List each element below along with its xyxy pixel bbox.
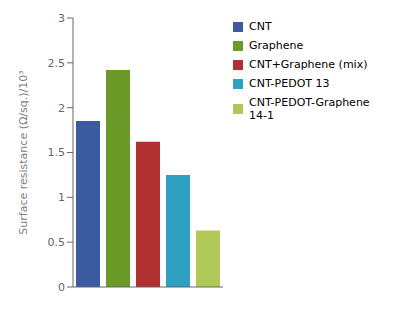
svg-text:2.5: 2.5 — [48, 57, 66, 70]
svg-text:0: 0 — [58, 281, 65, 294]
svg-text:1: 1 — [58, 191, 65, 204]
html-text:Graphene: Graphene — [249, 39, 304, 52]
svg-text:3: 3 — [58, 12, 65, 25]
svg-text:Surface resistance (Ω/sq.)/10³: Surface resistance (Ω/sq.)/10³ — [17, 70, 30, 234]
html-text:CNT-PEDOT 13: CNT-PEDOT 13 — [249, 77, 330, 90]
html-text:CNT: CNT — [249, 20, 272, 33]
svg-text:0.5: 0.5 — [48, 236, 66, 249]
html-text:CNT+Graphene (mix): CNT+Graphene (mix) — [249, 58, 368, 71]
svg-text:2: 2 — [58, 102, 65, 115]
svg-text:1.5: 1.5 — [48, 146, 66, 159]
html-text:CNT-PEDOT-Graphene 14-1: CNT-PEDOT-Graphene 14-1 — [249, 96, 370, 122]
